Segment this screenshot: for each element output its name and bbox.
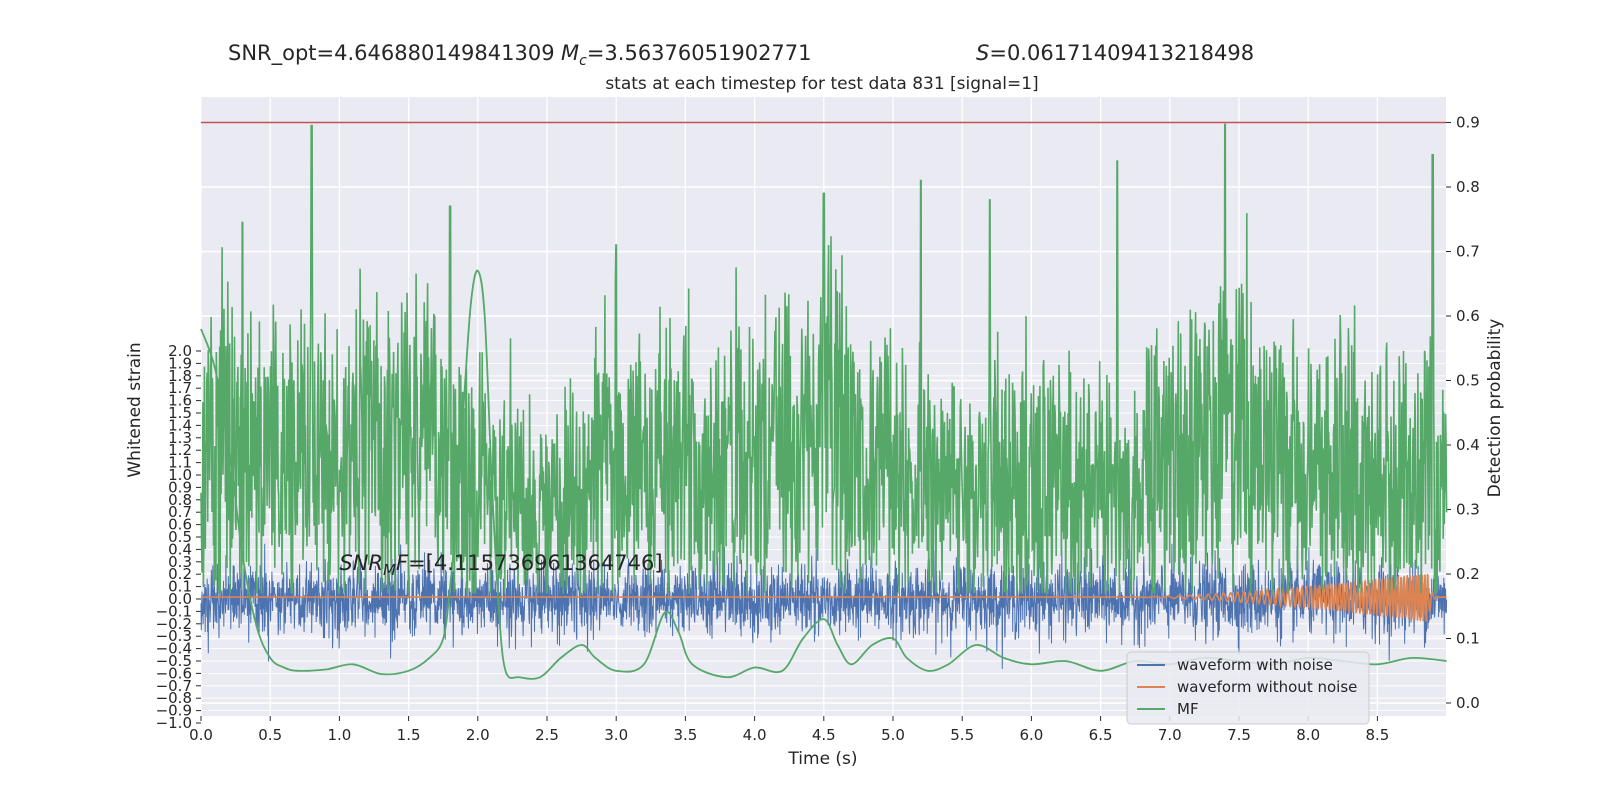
- left-tick-label-23: −0.3: [156, 627, 192, 645]
- legend-label-clean: waveform without noise: [1177, 678, 1357, 696]
- x-tick-label-17: 8.5: [1365, 726, 1389, 744]
- header-mc: Mc=3.56376051902771: [561, 41, 812, 69]
- x-tick-label-15: 7.5: [1227, 726, 1251, 744]
- x-tick-label-7: 3.5: [673, 726, 697, 744]
- left-tick-label-7: 1.3: [168, 429, 192, 447]
- x-tick-label-0: 0.0: [189, 726, 213, 744]
- x-tick-label-8: 4.0: [743, 726, 767, 744]
- x-tick-label-12: 6.0: [1019, 726, 1043, 744]
- series-mf: [200, 269, 1447, 680]
- left-tick-label-19: 0.1: [168, 578, 192, 596]
- left-tick-label-21: −0.1: [156, 602, 192, 620]
- left-tick-label-29: −0.9: [156, 702, 192, 720]
- header-snr-opt: SNR_opt=4.646880149841309: [228, 41, 555, 66]
- left-tick-label-26: −0.6: [156, 664, 192, 682]
- left-tick-label-5: 1.5: [168, 404, 192, 422]
- left-tick-label-1: 1.9: [168, 354, 192, 372]
- left-tick-label-14: 0.6: [168, 516, 192, 534]
- left-tick-label-16: 0.4: [168, 540, 192, 558]
- x-tick-label-10: 5.0: [881, 726, 905, 744]
- series-waveform-without-noise: [201, 573, 1447, 622]
- right-tick-label-5: 0.4: [1456, 436, 1480, 454]
- right-tick-label-9: 0.0: [1456, 694, 1480, 712]
- snr-mf-symbol2: F: [396, 551, 409, 575]
- left-tick-label-13: 0.7: [168, 503, 192, 521]
- snr-mf-sub: M: [383, 561, 396, 579]
- left-axis-ticks: 2.01.91.81.71.61.51.41.31.21.11.00.90.80…: [156, 342, 201, 732]
- x-tick-label-16: 8.0: [1296, 726, 1320, 744]
- left-tick-label-17: 0.3: [168, 553, 192, 571]
- x-tick-label-1: 0.5: [258, 726, 282, 744]
- left-tick-label-30: −1.0: [156, 714, 192, 732]
- x-tick-label-2: 1.0: [327, 726, 351, 744]
- left-tick-label-11: 0.9: [168, 478, 192, 496]
- snr-mf-annotation: SNRMF=[4.115736961364746]: [339, 551, 662, 579]
- left-tick-label-18: 0.2: [168, 565, 192, 583]
- right-tick-label-2: 0.7: [1456, 243, 1480, 261]
- x-tick-label-14: 7.0: [1158, 726, 1182, 744]
- x-axis-label: Time (s): [787, 749, 857, 769]
- left-tick-label-10: 1.0: [168, 466, 192, 484]
- x-tick-label-9: 4.5: [812, 726, 836, 744]
- header-s: S=0.06171409413218498: [976, 41, 1254, 65]
- x-tick-label-5: 2.5: [535, 726, 559, 744]
- left-tick-label-4: 1.6: [168, 392, 192, 410]
- legend: waveform with noise waveform without noi…: [1126, 651, 1370, 725]
- snr-mf-value: =[4.115736961364746]: [408, 551, 662, 575]
- right-tick-label-4: 0.5: [1456, 372, 1480, 390]
- right-axis-label: Detection probability: [1485, 319, 1505, 498]
- left-tick-label-20: 0.0: [168, 590, 192, 608]
- left-tick-label-6: 1.4: [168, 416, 192, 434]
- right-axis-ticks: 0.9 0.8 0.7 0.6 0.5 0.4 0.3 0.2 0.1 0.0: [1446, 114, 1480, 712]
- right-tick-label-1: 0.8: [1456, 178, 1480, 196]
- legend-label-noise: waveform with noise: [1177, 656, 1333, 674]
- left-tick-label-27: −0.7: [156, 677, 192, 695]
- legend-label-mf: MF: [1177, 700, 1199, 718]
- header-s-value: =0.06171409413218498: [989, 41, 1254, 65]
- left-tick-label-0: 2.0: [168, 342, 192, 360]
- left-tick-label-3: 1.7: [168, 379, 192, 397]
- header-mc-symbol: M: [561, 41, 579, 65]
- x-tick-label-3: 1.5: [397, 726, 421, 744]
- right-tick-label-8: 0.1: [1456, 630, 1480, 648]
- x-tick-label-4: 2.0: [466, 726, 490, 744]
- header-s-symbol: S: [976, 41, 989, 65]
- left-tick-label-22: −0.2: [156, 615, 192, 633]
- x-axis-ticks: 0.0 0.5 1.0 1.5 2.0 2.5 3.0 3.5 4.0 4.5 5.0 5.5 6.0 6…: [189, 716, 1389, 744]
- x-tick-label-13: 6.5: [1089, 726, 1113, 744]
- x-tick-label-6: 3.0: [604, 726, 628, 744]
- left-tick-label-2: 1.8: [168, 367, 192, 385]
- left-axis-label: Whitened strain: [125, 342, 145, 477]
- right-tick-label-7: 0.2: [1456, 565, 1480, 583]
- legend-box: [1126, 651, 1370, 725]
- left-tick-label-15: 0.5: [168, 528, 192, 546]
- x-tick-label-11: 5.5: [950, 726, 974, 744]
- left-tick-label-12: 0.8: [168, 491, 192, 509]
- right-tick-label-6: 0.3: [1456, 501, 1480, 519]
- series-detection-probability: [200, 123, 1448, 595]
- right-tick-label-0: 0.9: [1456, 114, 1480, 132]
- left-tick-label-8: 1.2: [168, 441, 192, 459]
- left-tick-label-24: −0.4: [156, 640, 192, 658]
- header-mc-sub: c: [579, 53, 587, 69]
- left-tick-label-28: −0.8: [156, 689, 192, 707]
- snr-mf-symbol: SNR: [339, 551, 383, 575]
- left-tick-label-9: 1.1: [168, 454, 192, 472]
- left-tick-label-25: −0.5: [156, 652, 192, 670]
- chart-title: stats at each timestep for test data 831…: [605, 74, 1038, 94]
- right-tick-label-3: 0.6: [1456, 307, 1480, 325]
- header-mc-value: =3.56376051902771: [587, 41, 812, 65]
